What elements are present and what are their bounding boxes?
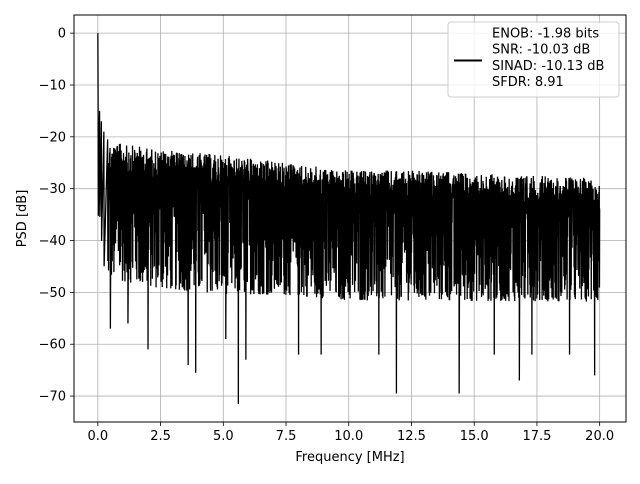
legend-line-enob: ENOB: -1.98 bits — [492, 27, 599, 42]
y-axis-ticks: 0 −10 −20 −30 −40 −50 −60 −70 — [39, 27, 74, 405]
y-tick-label: −70 — [39, 390, 66, 405]
axes-frame — [73, 14, 627, 423]
x-tick-label: 7.5 — [276, 429, 297, 444]
x-tick-label: 0.0 — [87, 429, 108, 444]
legend-box — [447, 21, 620, 98]
y-axis-label: PSD [dB] — [15, 190, 30, 248]
legend-line-sinad: SINAD: -10.13 dB — [492, 59, 604, 74]
x-tick-label: 10.0 — [334, 429, 363, 444]
x-tick-label: 2.5 — [150, 429, 171, 444]
x-tick-label: 12.5 — [397, 429, 426, 444]
y-tick-label: −10 — [39, 78, 66, 93]
x-axis-label: Frequency [MHz] — [295, 450, 404, 465]
legend-line-snr: SNR: -10.03 dB — [492, 43, 590, 58]
series-layer — [97, 33, 601, 404]
x-axis-ticks: 0.0 2.5 5.0 7.5 10.0 12.5 15.0 17.5 20.0 — [87, 422, 614, 444]
legend-line-sfdr: SFDR: 8.91 — [492, 75, 564, 90]
y-tick-label: −60 — [39, 338, 66, 353]
psd-series-line — [97, 33, 601, 404]
y-tick-label: 0 — [58, 27, 66, 42]
y-tick-label: −50 — [39, 286, 66, 301]
y-tick-label: −30 — [39, 182, 66, 197]
y-tick-label: −20 — [39, 130, 66, 145]
y-tick-label: −40 — [39, 234, 66, 249]
x-tick-label: 20.0 — [585, 429, 614, 444]
legend: ENOB: -1.98 bits SNR: -10.03 dB SINAD: -… — [447, 21, 620, 98]
x-tick-label: 5.0 — [213, 429, 234, 444]
x-tick-label: 17.5 — [522, 429, 551, 444]
x-tick-label: 15.0 — [460, 429, 489, 444]
